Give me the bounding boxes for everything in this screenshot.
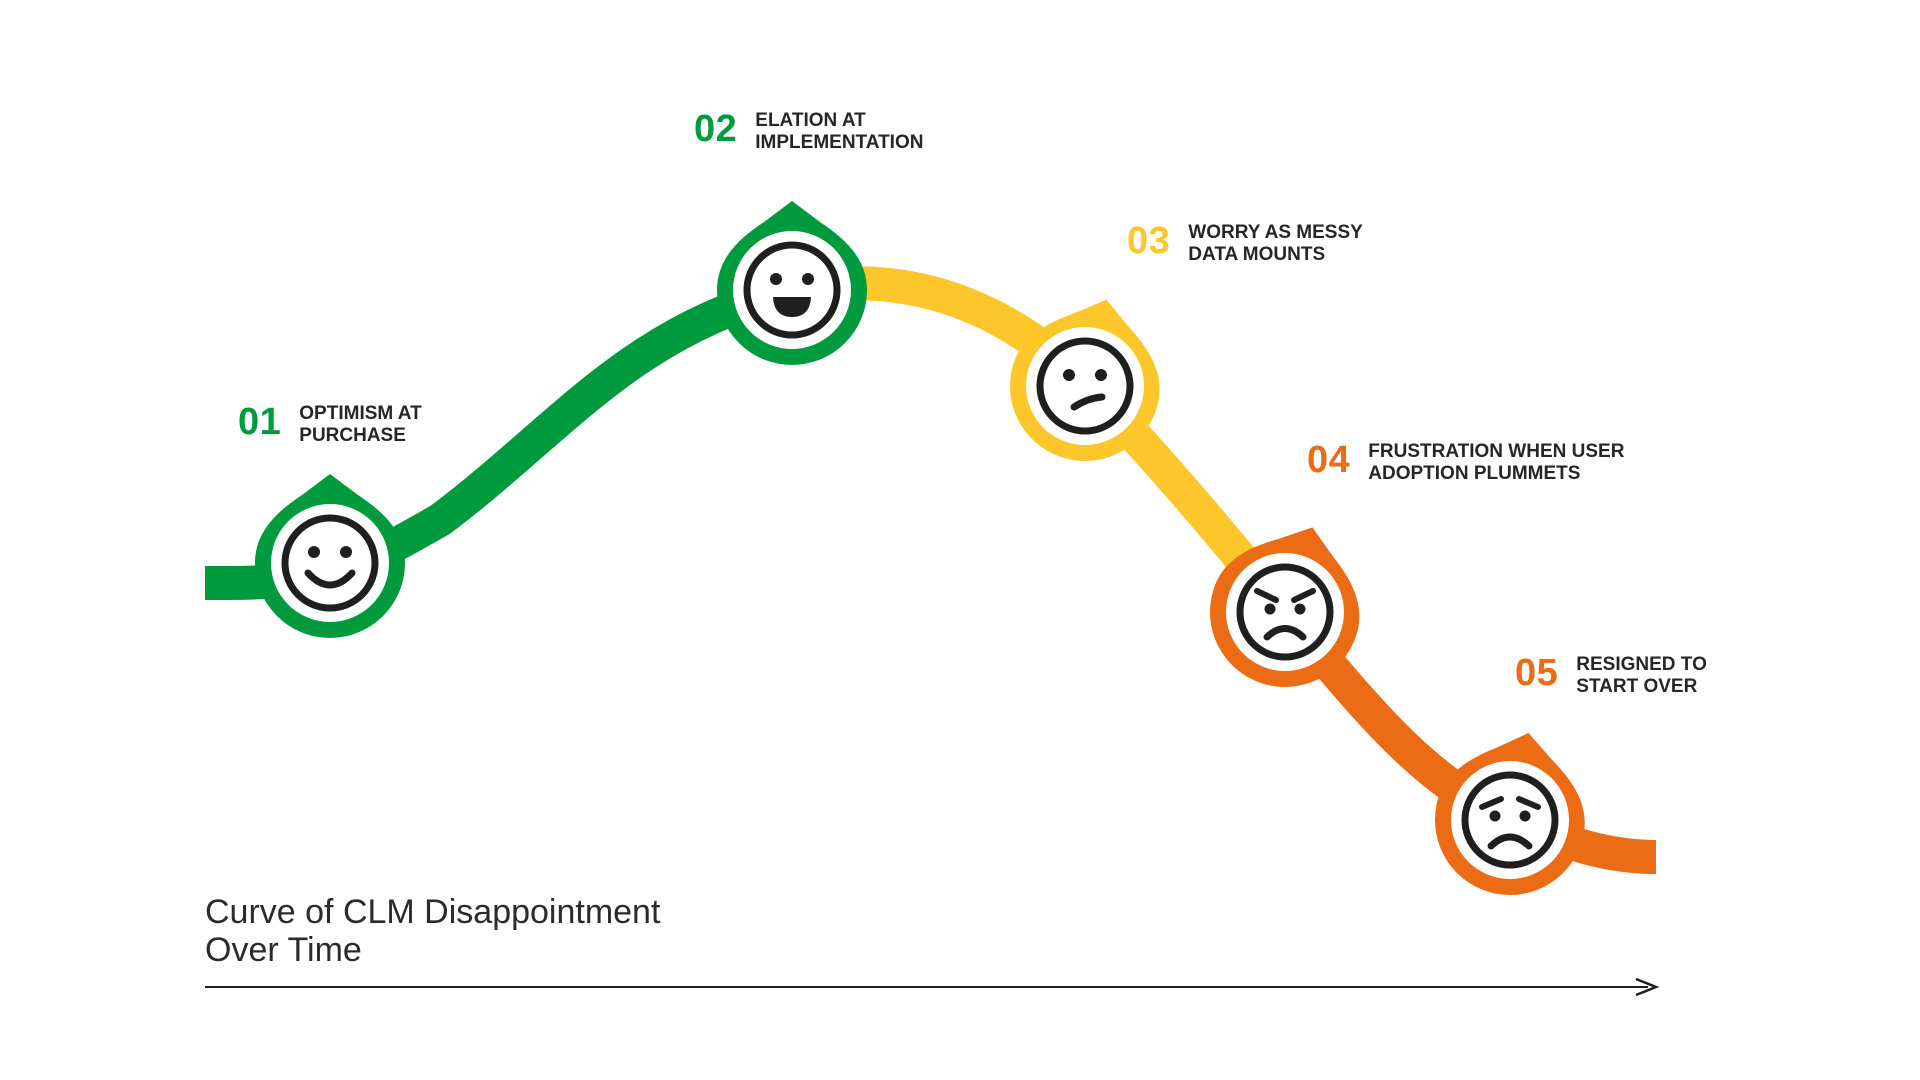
angry-face-icon [1236, 563, 1334, 661]
stage-number-01: 01 [238, 401, 282, 443]
smile-icon [281, 514, 379, 612]
stage-text-01: OPTIMISM AT PURCHASE [299, 403, 422, 446]
stage-text-05: RESIGNED TO START OVER [1576, 654, 1707, 697]
stage-marker-05 [1435, 732, 1585, 895]
stage-label-02: 02 ELATION AT IMPLEMENTATION [694, 110, 923, 154]
stage-text-03: WORRY AS MESSY DATA MOUNTS [1188, 222, 1363, 265]
stage-marker-01 [255, 474, 405, 638]
grin-icon [743, 241, 841, 339]
worried-face-icon [1461, 771, 1559, 869]
stage-label-04: 04 FRUSTRATION WHEN USER ADOPTION PLUMME… [1307, 441, 1624, 485]
stage-number-04: 04 [1307, 439, 1351, 481]
stage-marker-04 [1210, 527, 1360, 687]
stage-text-04: FRUSTRATION WHEN USER ADOPTION PLUMMETS [1368, 441, 1625, 484]
time-axis-arrowhead [1635, 977, 1660, 997]
stage-number-05: 05 [1515, 652, 1559, 694]
confused-face-icon [1036, 337, 1134, 435]
stage-label-05: 05 RESIGNED TO START OVER [1515, 654, 1707, 698]
stage-label-03: 03 WORRY AS MESSY DATA MOUNTS [1127, 222, 1363, 266]
stage-text-02: ELATION AT IMPLEMENTATION [755, 110, 924, 153]
stage-marker-02 [717, 201, 867, 365]
stage-number-02: 02 [694, 108, 738, 150]
stage-number-03: 03 [1127, 220, 1171, 262]
diagram-title: Curve of CLM Disappointment Over Time [205, 893, 661, 969]
stage-marker-03 [1010, 299, 1160, 461]
stage-label-01: 01 OPTIMISM AT PURCHASE [238, 403, 422, 447]
